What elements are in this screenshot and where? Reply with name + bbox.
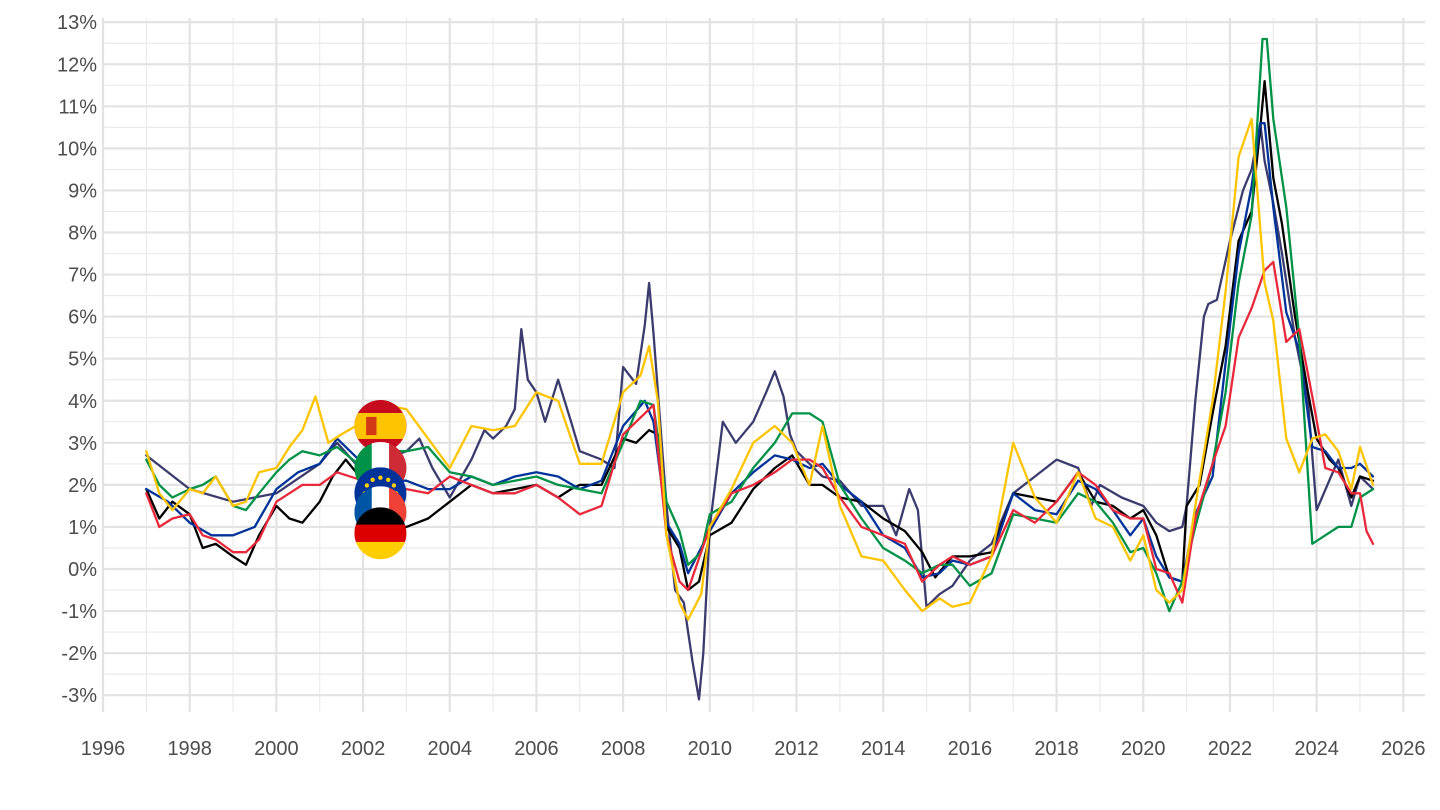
- y-tick-label: 8%: [68, 223, 97, 245]
- x-tick-label: 2006: [514, 738, 559, 760]
- flag-legend: [354, 399, 407, 560]
- series-line-2: [145, 79, 1375, 592]
- y-tick-label: 9%: [68, 180, 97, 202]
- major-gridlines: [101, 18, 1425, 712]
- x-tick-label: 2016: [948, 738, 993, 760]
- y-tick-label: 12%: [57, 54, 97, 76]
- germany-flag-icon: [354, 507, 407, 560]
- x-tick-label: 1996: [81, 738, 126, 760]
- y-tick-label: 6%: [68, 307, 97, 329]
- y-tick-label: 3%: [68, 433, 97, 455]
- x-tick-label: 2022: [1208, 738, 1253, 760]
- x-tick-label: 2018: [1034, 738, 1079, 760]
- x-tick-label: 2010: [688, 738, 733, 760]
- series-line-4: [145, 37, 1375, 613]
- y-tick-label: 13%: [57, 12, 97, 34]
- y-tick-label: 4%: [68, 391, 97, 413]
- series-line-5: [145, 260, 1375, 604]
- series-line-6: [145, 117, 1375, 621]
- series-line-1: [145, 122, 1375, 701]
- y-tick-label: 2%: [68, 475, 97, 497]
- x-tick-label: 2004: [428, 738, 473, 760]
- y-tick-label: 1%: [68, 517, 97, 539]
- x-tick-label: 2000: [254, 738, 299, 760]
- series-line-3: [145, 122, 1375, 583]
- x-tick-label: 2026: [1381, 738, 1426, 760]
- y-tick-label: 10%: [57, 138, 97, 160]
- x-tick-label: 1998: [167, 738, 212, 760]
- y-axis-tick-labels: -3% -2% -1% 0% 1% 2% 3% 4% 5% 6% 7% 8% 9% 10% 11% 12% 13…: [57, 12, 97, 707]
- x-tick-label: 2008: [601, 738, 646, 760]
- y-tick-label: -3%: [61, 685, 97, 707]
- x-tick-label: 2014: [861, 738, 906, 760]
- x-tick-label: 2012: [774, 738, 819, 760]
- y-tick-label: 0%: [68, 559, 97, 581]
- x-tick-label: 2024: [1294, 738, 1339, 760]
- x-axis-tick-labels: 1996 1998 2000 2002 2004 2006 2008 2010 2012 2014…: [81, 738, 1426, 760]
- y-tick-label: -2%: [61, 643, 97, 665]
- y-tick-label: 5%: [68, 349, 97, 371]
- series-lines: [145, 37, 1375, 701]
- x-tick-label: 2002: [341, 738, 386, 760]
- y-tick-label: 7%: [68, 265, 97, 287]
- y-tick-label: 11%: [58, 96, 97, 118]
- minor-gridlines: [103, 18, 1425, 712]
- x-tick-label: 2020: [1121, 738, 1166, 760]
- y-tick-label: -1%: [61, 601, 97, 623]
